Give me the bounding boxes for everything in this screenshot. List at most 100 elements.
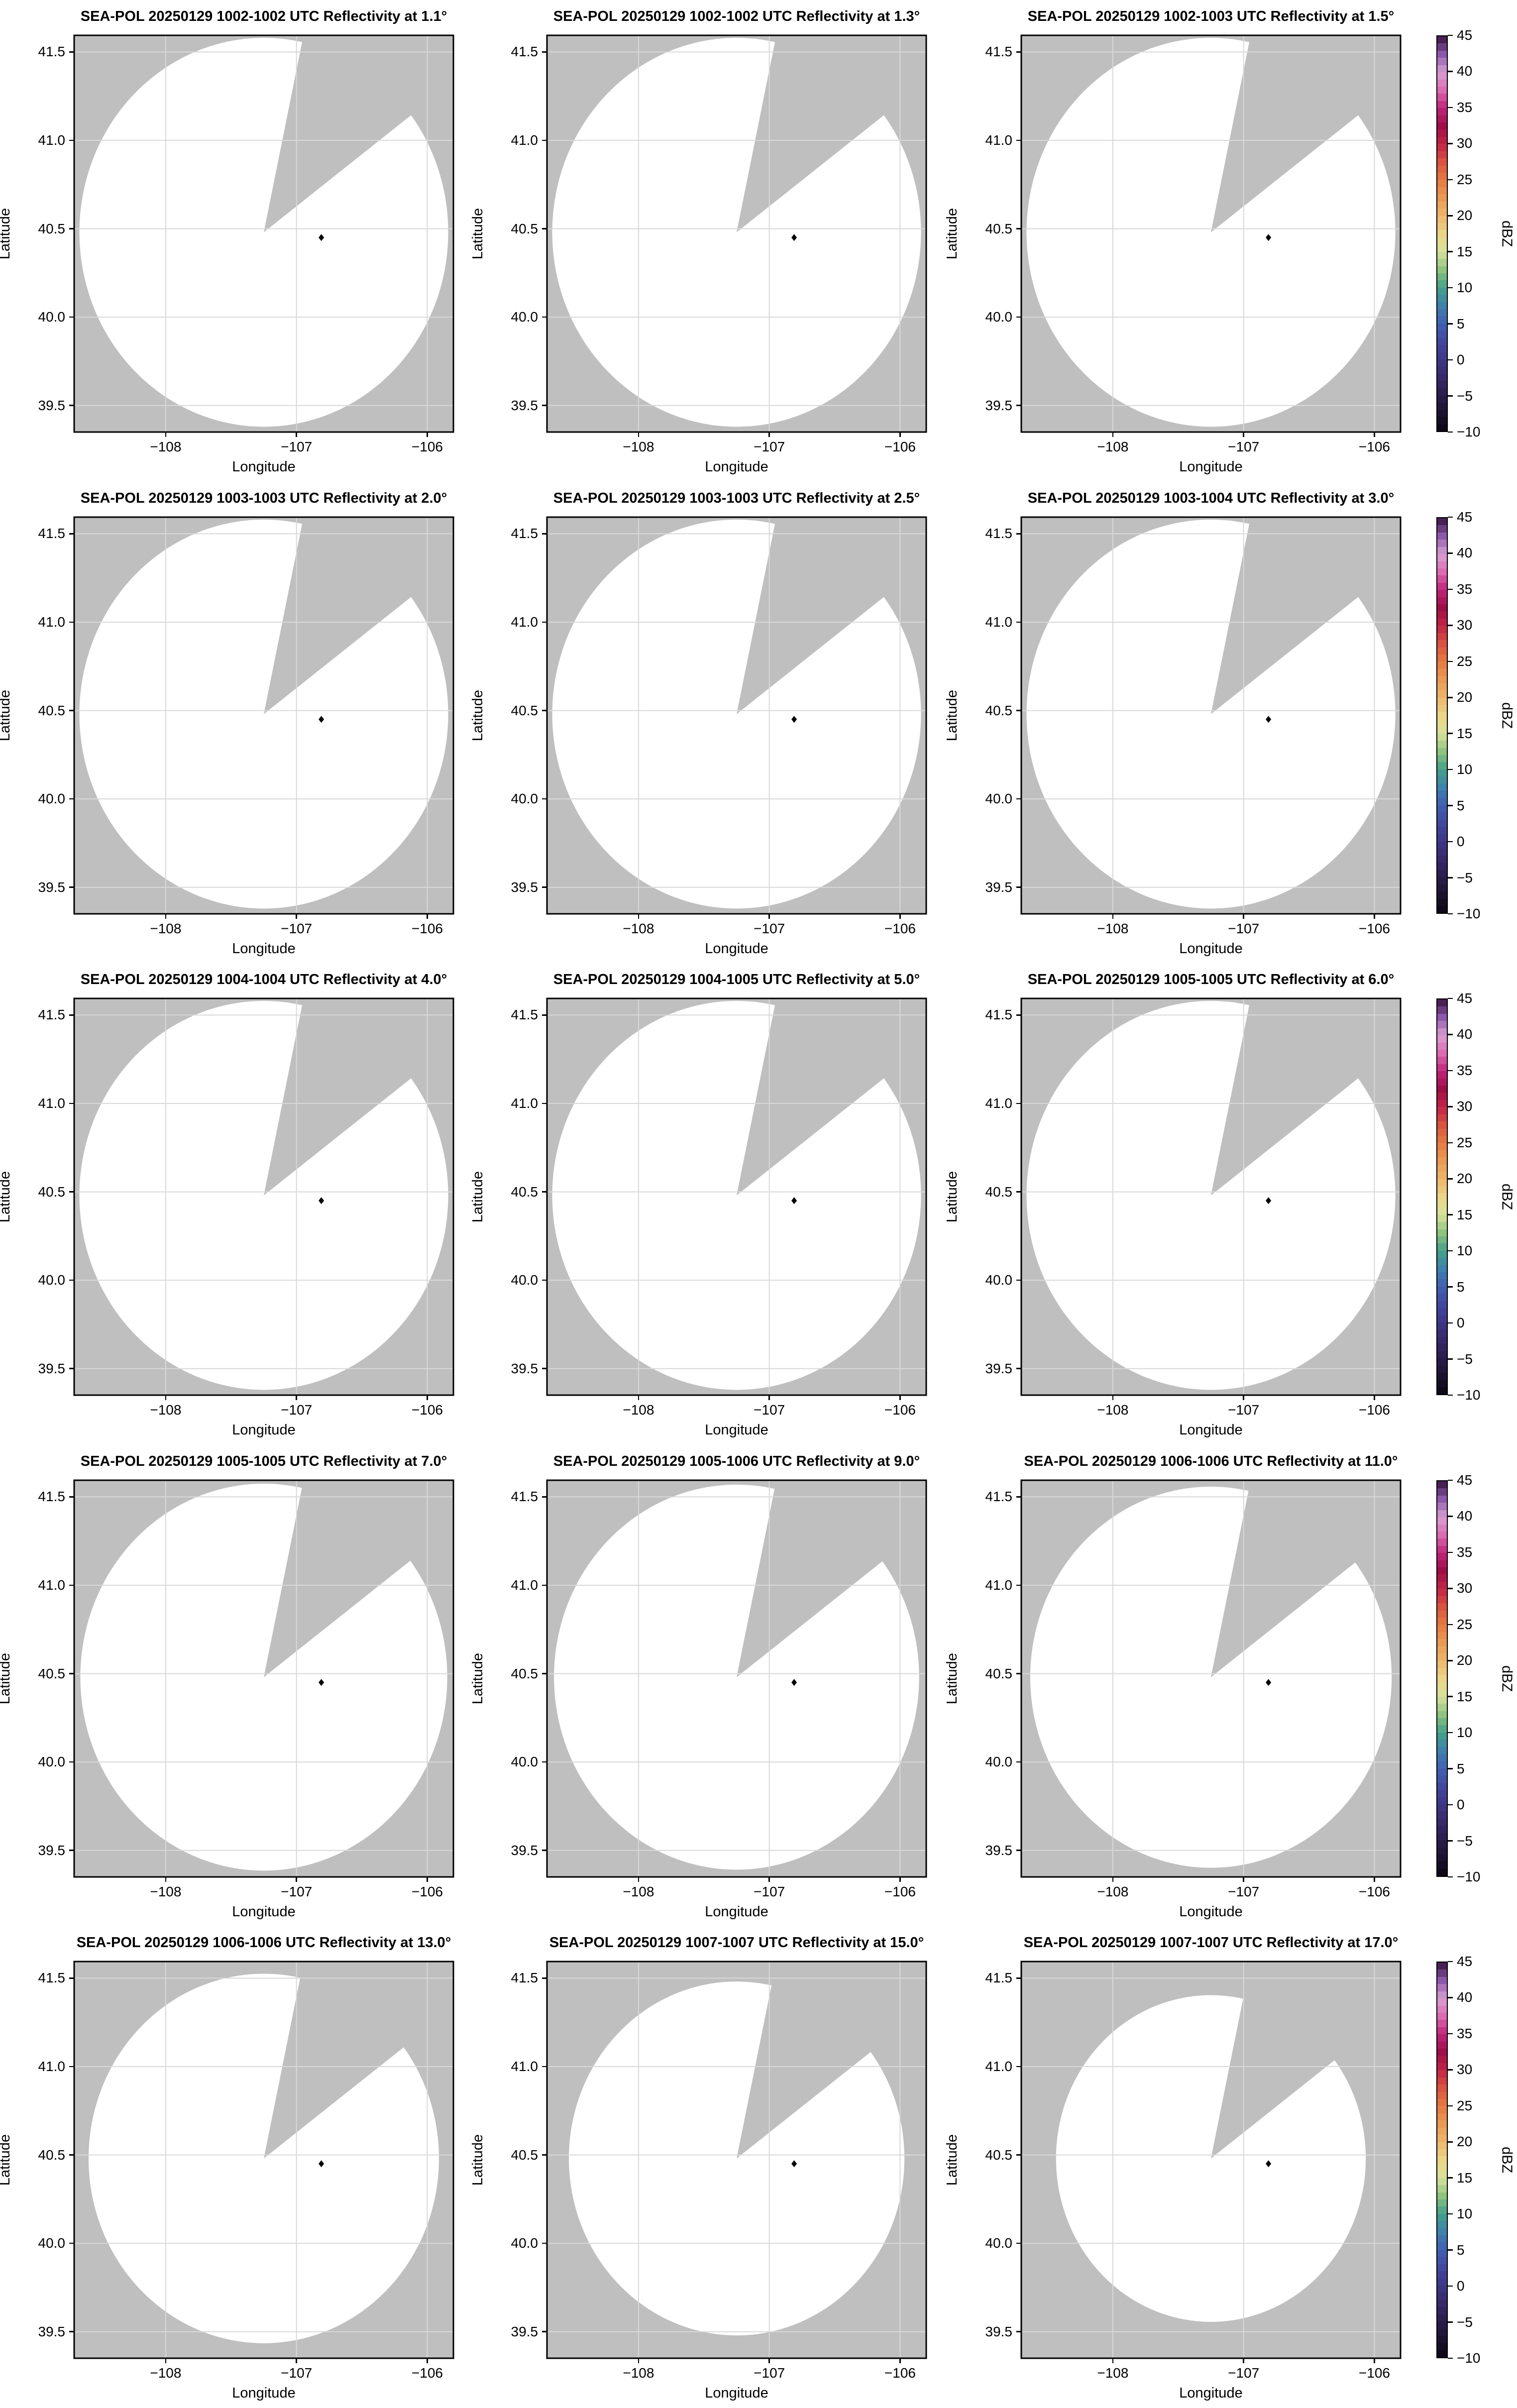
y-axis-label: Latitude [0, 1480, 13, 1877]
colorbar-band [1437, 1596, 1447, 1604]
colorbar-tick-mark [1448, 2105, 1453, 2107]
colorbar-band [1437, 43, 1447, 51]
colorbar-tick-mark [1448, 71, 1453, 72]
y-axis-label-text: Latitude [944, 1652, 960, 1705]
colorbar-tick-label: 25 [1457, 653, 1473, 669]
colorbar-band [1437, 1639, 1447, 1646]
x-tick-label: −108 [1097, 439, 1129, 454]
colorbar-band [1437, 1057, 1447, 1064]
colorbar-band [1437, 2091, 1447, 2099]
x-tick-label: −107 [281, 2365, 313, 2381]
plot-border [546, 34, 927, 433]
y-tick-mark [542, 710, 547, 711]
colorbar-band [1437, 1150, 1447, 1158]
ppi-plot-area [1020, 516, 1402, 915]
ppi-plot-area [546, 1479, 927, 1878]
colorbar-band [1437, 1222, 1447, 1229]
ppi-plot-area [1020, 1961, 1402, 2359]
colorbar-band [1437, 547, 1447, 554]
x-tick-mark [768, 914, 770, 919]
y-tick-mark [1016, 228, 1021, 229]
y-tick-mark [542, 1191, 547, 1193]
colorbar-band [1437, 1747, 1447, 1754]
colorbar-band [1437, 151, 1447, 159]
colorbar-tick-mark [1448, 107, 1453, 109]
colorbar-band [1437, 1618, 1447, 1625]
x-tick-mark [768, 432, 770, 437]
x-tick-mark [296, 914, 297, 919]
colorbar-band [1437, 1336, 1447, 1344]
colorbar-axis-label-text: dBZ [1499, 220, 1515, 247]
colorbar-tick-label: −10 [1457, 2350, 1481, 2366]
colorbar-band [1437, 1704, 1447, 1711]
colorbar-band [1437, 1344, 1447, 1351]
colorbar-band [1437, 2278, 1447, 2286]
colorbar-band [1437, 1761, 1447, 1768]
x-tick-label: −108 [1097, 921, 1129, 936]
y-axis-label: Latitude [0, 998, 13, 1395]
colorbar-tick-label: 40 [1457, 545, 1473, 561]
colorbar-band [1437, 1667, 1447, 1675]
colorbar-band [1437, 2012, 1447, 2020]
colorbar-band [1437, 251, 1447, 259]
panel-title: SEA-POL 20250129 1005-1005 UTC Reflectiv… [80, 1453, 447, 1469]
x-tick-mark [165, 432, 167, 437]
y-tick-mark [69, 405, 74, 406]
colorbar-band [1437, 1086, 1447, 1093]
colorbar-band [1437, 2264, 1447, 2272]
y-axis-label-text: Latitude [469, 1652, 486, 1705]
colorbar-band [1437, 381, 1447, 388]
x-tick-mark [1374, 914, 1375, 919]
y-tick-label: 40.5 [511, 1665, 539, 1681]
colorbar-band [1437, 402, 1447, 410]
x-tick-mark [1374, 1877, 1375, 1882]
colorbar-band [1437, 655, 1447, 662]
x-tick-label: −108 [623, 2365, 654, 2381]
colorbar-band [1437, 819, 1447, 827]
y-tick-mark [1016, 1673, 1021, 1674]
colorbar-band [1437, 1625, 1447, 1632]
colorbar-band [1437, 1214, 1447, 1222]
x-tick-mark [296, 2358, 297, 2363]
colorbar-tick-mark [1448, 877, 1453, 878]
y-tick-label: 40.0 [511, 1754, 539, 1770]
plot-border [73, 1961, 454, 2359]
x-axis-label: Longitude [232, 459, 296, 475]
colorbar-band [1437, 180, 1447, 187]
y-tick-label: 40.0 [38, 309, 66, 325]
y-tick-mark [69, 533, 74, 535]
colorbar-band [1437, 683, 1447, 691]
colorbar-band [1437, 2063, 1447, 2071]
colorbar-tick-label: 5 [1457, 316, 1465, 331]
colorbar-band [1437, 2070, 1447, 2078]
colorbar-band [1437, 222, 1447, 230]
x-tick-label: −107 [281, 921, 313, 936]
y-tick-label: 39.5 [985, 1360, 1013, 1376]
colorbar-tick-mark [1448, 1479, 1453, 1481]
colorbar-band [1437, 1610, 1447, 1618]
y-tick-label: 39.5 [511, 397, 539, 413]
x-tick-mark [1374, 432, 1375, 437]
x-axis-label: Longitude [705, 941, 768, 957]
colorbar-band [1437, 827, 1447, 834]
colorbar-band [1437, 1847, 1447, 1855]
x-axis-label: Longitude [232, 941, 296, 957]
colorbar-band [1437, 741, 1447, 748]
colorbar-tick-label: 30 [1457, 1098, 1473, 1114]
colorbar-band [1437, 388, 1447, 396]
colorbar-band [1437, 999, 1447, 1007]
colorbar-tick-mark [1448, 733, 1453, 734]
plot-border [73, 516, 454, 915]
colorbar-axis-label: dBZ [1498, 1962, 1516, 2358]
colorbar-band [1437, 2257, 1447, 2264]
colorbar-tick-mark [1448, 1876, 1453, 1878]
colorbar-band [1437, 1976, 1447, 1984]
panel-title: SEA-POL 20250129 1004-1005 UTC Reflectiv… [553, 972, 920, 987]
y-tick-mark [542, 316, 547, 318]
colorbar-tick-label: 40 [1457, 63, 1473, 79]
y-axis-label: Latitude [0, 517, 13, 914]
colorbar-band [1437, 409, 1447, 417]
ppi-plot-area [1020, 997, 1402, 1396]
colorbar-band [1437, 302, 1447, 310]
